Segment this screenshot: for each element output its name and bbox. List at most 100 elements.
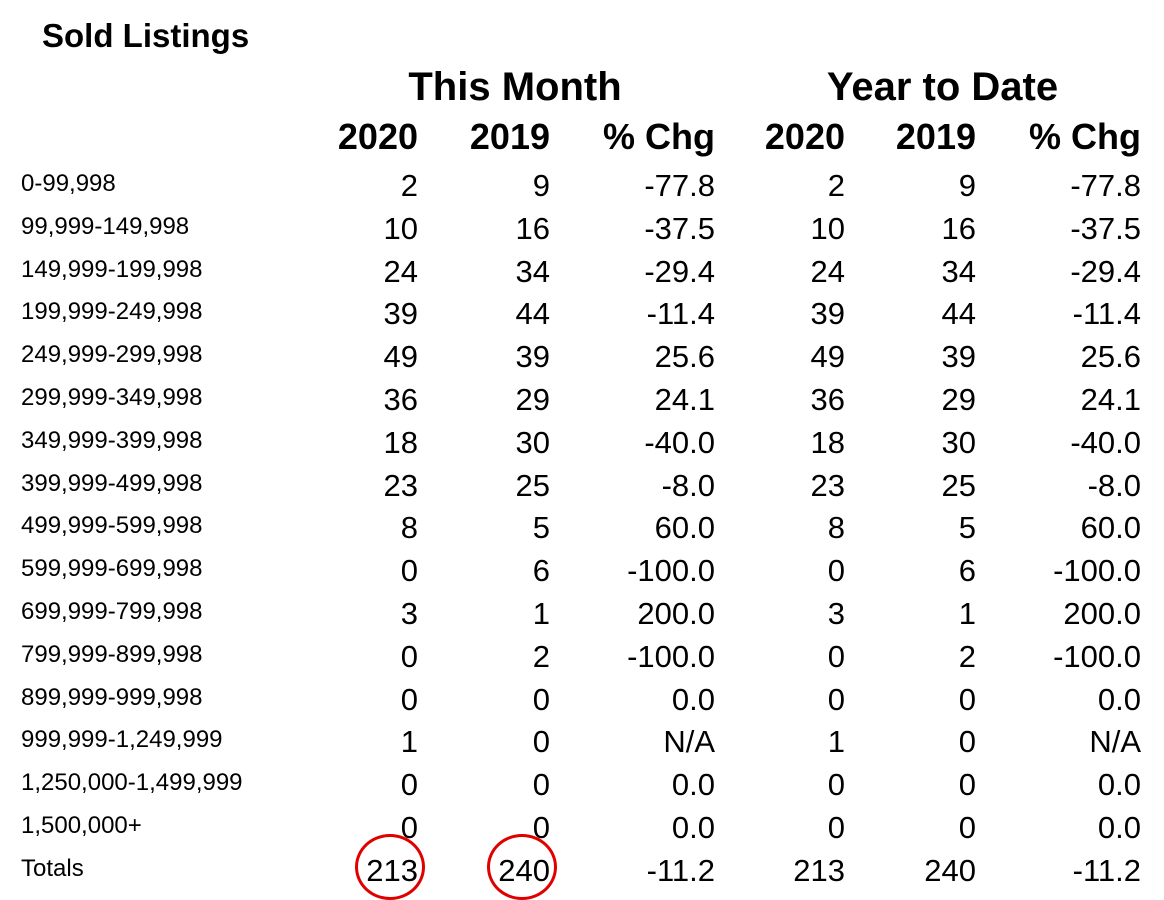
cell-ytd-2020: 3 [827, 596, 845, 631]
cell-ytd-2020: 23 [810, 467, 845, 503]
cell-ytd-2020: 39 [810, 296, 845, 332]
group-header-year-to-date: Year to Date [826, 65, 1059, 109]
cell-month-2020: 39 [383, 296, 418, 332]
cell-ytd-2019: 0 [958, 681, 976, 717]
cell-ytd-pct-chg: 25.6 [1080, 339, 1141, 375]
table-row: 149,999-199,998 24 34 -29.4 24 34 -29.4 [0, 253, 1164, 295]
cell-ytd-pct-chg: 60.0 [1080, 510, 1141, 546]
cell-month-2020: 0 [400, 638, 418, 674]
cell-month-pct-chg: -100.0 [627, 638, 715, 674]
row-label: 899,999-999,998 [21, 683, 203, 711]
row-label: 149,999-199,998 [21, 255, 203, 283]
col-header-ytd-pct-chg: % Chg [1029, 116, 1141, 157]
cell-month-2020: 18 [383, 424, 418, 460]
table-row: 399,999-499,998 23 25 -8.0 23 25 -8.0 [0, 467, 1164, 509]
row-label: 199,999-249,998 [21, 298, 203, 326]
cell-month-2019: 34 [515, 253, 550, 289]
cell-ytd-2019: 9 [958, 168, 976, 203]
row-label: 349,999-399,998 [21, 426, 203, 454]
cell-ytd-2020: 213 [793, 852, 845, 888]
cell-month-2019: 0 [532, 810, 550, 845]
cell-month-pct-chg: -29.4 [644, 253, 715, 289]
table-row: 1,250,000-1,499,999 0 0 0.0 0 0 0.0 [0, 766, 1164, 808]
cell-month-pct-chg: -11.2 [646, 852, 715, 888]
cell-ytd-pct-chg: -11.2 [1072, 852, 1141, 888]
table-row: 1,500,000+ 0 0 0.0 0 0 0.0 [0, 809, 1164, 851]
cell-month-2019: 5 [532, 510, 550, 546]
cell-ytd-pct-chg: 200.0 [1063, 596, 1141, 631]
cell-month-pct-chg: -11.4 [646, 296, 715, 332]
cell-ytd-pct-chg: -11.4 [1072, 296, 1141, 332]
cell-ytd-pct-chg: N/A [1089, 724, 1141, 760]
cell-month-2020: 3 [400, 596, 418, 631]
cell-ytd-2020: 0 [827, 810, 845, 845]
row-label: 499,999-599,998 [21, 512, 203, 540]
cell-ytd-2019: 30 [941, 424, 976, 460]
cell-month-pct-chg: 60.0 [654, 510, 715, 546]
row-label: Totals [21, 854, 84, 882]
cell-ytd-2020: 24 [810, 253, 845, 289]
cell-month-pct-chg: 25.6 [654, 339, 715, 375]
cell-month-2020: 24 [383, 253, 418, 289]
row-label: 299,999-349,998 [21, 384, 203, 411]
cell-month-2020: 1 [400, 724, 418, 760]
col-header-month-2020: 2020 [337, 116, 418, 157]
row-label: 399,999-499,998 [21, 469, 203, 497]
row-label: 799,999-899,998 [21, 640, 203, 668]
row-label: 999,999-1,249,999 [21, 726, 223, 754]
cell-month-2020: 49 [383, 339, 418, 375]
cell-ytd-2020: 18 [810, 424, 845, 460]
cell-month-pct-chg: -77.8 [644, 168, 715, 203]
row-label: 99,999-149,998 [21, 212, 190, 240]
cell-ytd-pct-chg: -29.4 [1070, 253, 1141, 289]
cell-month-2020: 0 [400, 810, 418, 845]
cell-ytd-2019: 34 [941, 253, 976, 289]
cell-month-pct-chg: 200.0 [637, 596, 715, 631]
cell-ytd-2019: 0 [958, 724, 976, 760]
cell-ytd-2019: 2 [958, 638, 976, 674]
totals-row: Totals 213 240 -11.2 213 240 -11.2 [0, 852, 1164, 894]
cell-ytd-2020: 0 [827, 553, 845, 589]
table-row: 249,999-299,998 49 39 25.6 49 39 25.6 [0, 338, 1164, 380]
cell-month-2019: 240 [498, 852, 550, 888]
cell-ytd-2019: 44 [941, 296, 976, 332]
cell-month-2019: 29 [515, 382, 550, 417]
table-row: 199,999-249,998 39 44 -11.4 39 44 -11.4 [0, 295, 1164, 337]
cell-ytd-2019: 1 [958, 596, 976, 631]
cell-ytd-2019: 0 [958, 767, 976, 803]
cell-ytd-pct-chg: -100.0 [1053, 638, 1141, 674]
cell-ytd-2020: 0 [827, 767, 845, 803]
cell-ytd-2019: 5 [958, 510, 976, 546]
cell-ytd-pct-chg: -8.0 [1087, 467, 1141, 503]
row-label: 1,500,000+ [21, 812, 142, 839]
cell-month-pct-chg: -100.0 [627, 553, 715, 589]
row-label: 0-99,998 [21, 170, 116, 197]
cell-ytd-2019: 16 [941, 210, 976, 246]
cell-ytd-pct-chg: 0.0 [1097, 767, 1141, 803]
cell-ytd-pct-chg: 0.0 [1097, 681, 1141, 717]
cell-ytd-2019: 6 [958, 553, 976, 589]
cell-month-pct-chg: 0.0 [671, 767, 715, 803]
cell-month-pct-chg: -37.5 [644, 210, 715, 246]
table-row: 699,999-799,998 3 1 200.0 3 1 200.0 [0, 595, 1164, 637]
cell-month-2019: 1 [532, 596, 550, 631]
cell-ytd-2020: 49 [810, 339, 845, 375]
cell-ytd-2020: 8 [827, 510, 845, 546]
cell-month-pct-chg: 0.0 [671, 810, 715, 845]
cell-ytd-2019: 240 [924, 852, 976, 888]
row-label: 699,999-799,998 [21, 598, 203, 625]
cell-month-2020: 8 [400, 510, 418, 546]
cell-month-pct-chg: 0.0 [671, 681, 715, 717]
cell-month-pct-chg: N/A [663, 724, 715, 760]
cell-month-2020: 2 [400, 168, 418, 203]
cell-ytd-pct-chg: -77.8 [1070, 168, 1141, 203]
cell-month-2020: 10 [383, 210, 418, 246]
cell-ytd-2019: 0 [958, 810, 976, 845]
col-header-ytd-2019: 2019 [895, 116, 976, 157]
cell-ytd-2020: 1 [827, 724, 845, 760]
col-header-month-pct-chg: % Chg [603, 116, 715, 157]
page-title: Sold Listings [42, 17, 250, 54]
cell-month-pct-chg: -8.0 [661, 467, 715, 503]
cell-month-2019: 16 [515, 210, 550, 246]
table-row: 349,999-399,998 18 30 -40.0 18 30 -40.0 [0, 424, 1164, 466]
